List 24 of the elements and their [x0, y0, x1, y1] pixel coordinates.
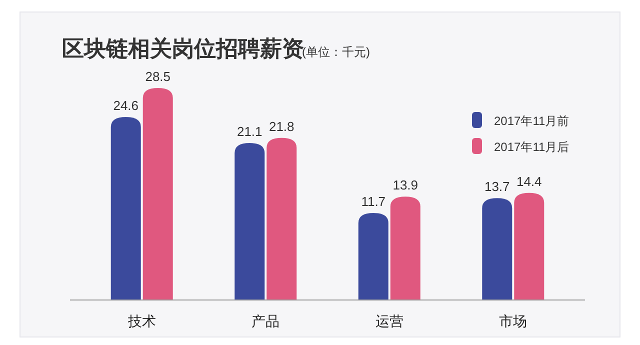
bar [234, 143, 265, 300]
data-label: 13.9 [392, 178, 418, 193]
data-label: 21.8 [268, 118, 294, 134]
legend-label: 2017年11月后 [494, 140, 570, 154]
x-tick-label: 市场 [499, 313, 528, 329]
bar [390, 196, 420, 300]
data-label: 14.4 [516, 174, 542, 189]
data-label: 11.7 [361, 194, 386, 209]
bar [514, 192, 544, 300]
bar [358, 212, 388, 300]
bar [482, 198, 512, 300]
chart-subtitle: (单位：千元) [302, 45, 370, 59]
data-label: 28.5 [145, 69, 171, 84]
legend-label: 2017年11月前 [494, 114, 570, 128]
data-label: 21.1 [236, 124, 262, 140]
bar [266, 138, 297, 300]
data-label: 24.6 [113, 98, 139, 114]
chart-title: 区块链相关岗位招聘薪资 [62, 36, 304, 61]
x-tick-label: 运营 [375, 313, 404, 329]
x-tick-label: 产品 [252, 313, 280, 329]
bar [142, 88, 173, 300]
bar [110, 117, 141, 300]
data-label: 13.7 [484, 179, 510, 194]
x-tick-label: 技术 [126, 313, 156, 329]
